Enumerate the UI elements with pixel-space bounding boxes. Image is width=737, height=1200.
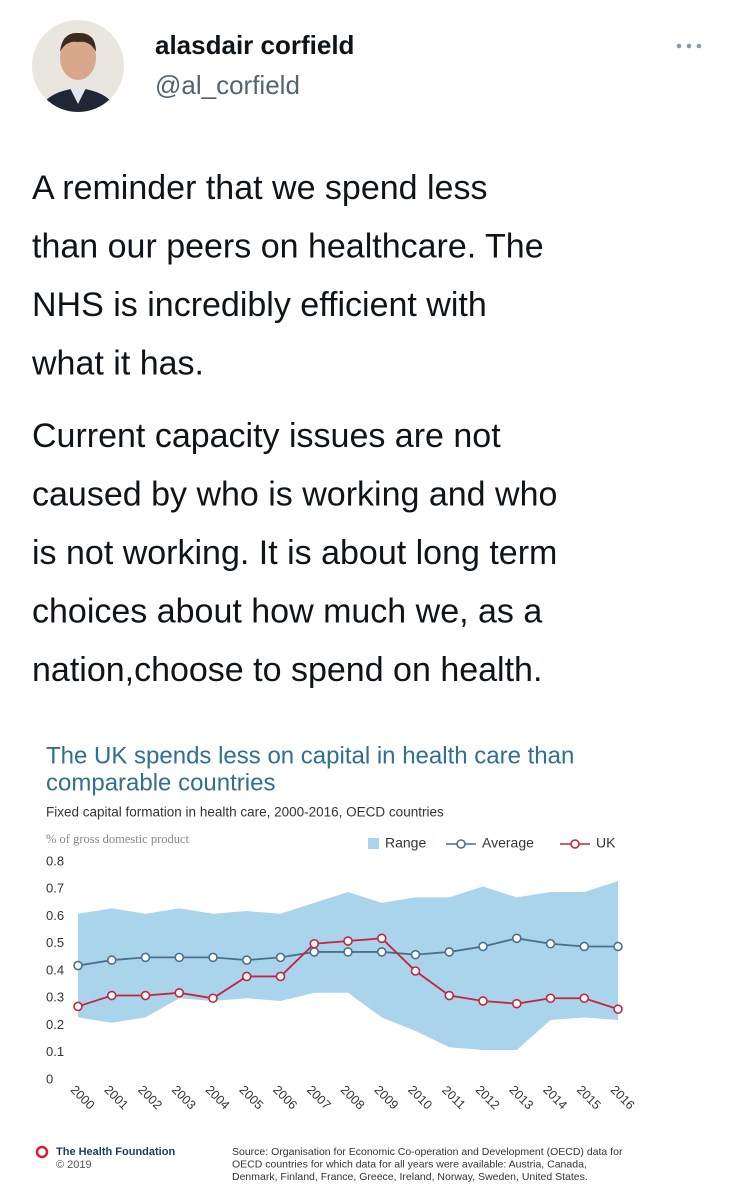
point xyxy=(410,966,421,976)
point xyxy=(241,971,252,982)
tweet-line: A reminder that we spend less xyxy=(32,169,487,207)
copyright: © 2019 xyxy=(56,1159,92,1171)
point xyxy=(73,960,83,971)
source-line: Source: Organisation for Economic Co-ope… xyxy=(232,1146,623,1158)
point xyxy=(613,1004,623,1014)
x-tick-label: 2013 xyxy=(506,1083,536,1113)
x-tick-label: 2011 xyxy=(439,1083,468,1112)
user-handle[interactable]: @al_corfield xyxy=(155,70,300,100)
tweet-line: what it has. xyxy=(31,344,204,382)
legend-marker xyxy=(570,839,580,849)
x-tick-label: 2010 xyxy=(405,1083,435,1113)
avatar[interactable] xyxy=(30,18,126,116)
point xyxy=(444,990,455,1001)
point xyxy=(140,952,151,963)
x-tick-label: 2001 xyxy=(101,1083,131,1113)
tweet-line: nation,choose to spend on health. xyxy=(32,651,542,689)
point xyxy=(343,936,353,946)
point xyxy=(511,998,522,1009)
x-tick-label: 2007 xyxy=(304,1083,334,1113)
point xyxy=(376,933,387,944)
point xyxy=(275,952,286,963)
point xyxy=(579,941,590,952)
y-tick-label: 0.7 xyxy=(46,881,64,896)
point xyxy=(511,933,522,944)
y-tick-label: 0 xyxy=(46,1071,53,1086)
tweet-line: Current capacity issues are not xyxy=(32,417,501,455)
point xyxy=(106,955,117,965)
x-tick-label: 2015 xyxy=(574,1083,604,1113)
brand-icon xyxy=(35,1145,49,1159)
x-tick-label: 2009 xyxy=(371,1083,401,1113)
chart-subtitle: Fixed capital formation in health care, … xyxy=(46,805,444,820)
x-tick-label: 2016 xyxy=(608,1083,638,1113)
legend-label: UK xyxy=(596,835,616,851)
point xyxy=(106,990,117,1001)
source-line: OECD countries for which data for all ye… xyxy=(232,1158,587,1170)
point xyxy=(275,971,286,982)
x-tick-label: 2014 xyxy=(540,1083,570,1113)
point xyxy=(309,947,320,957)
y-tick-label: 0.4 xyxy=(46,962,64,977)
tweet-line: choices about how much we, as a xyxy=(32,592,542,630)
point xyxy=(444,947,455,957)
y-axis-label: % of gross domestic product xyxy=(46,832,190,846)
point xyxy=(174,952,185,963)
point xyxy=(73,1001,83,1012)
x-tick-label: 2006 xyxy=(270,1083,300,1113)
legend-swatch xyxy=(368,838,379,849)
y-tick-label: 0.2 xyxy=(46,1017,64,1032)
point xyxy=(410,949,421,960)
tweet-line: caused by who is working and who xyxy=(32,475,557,513)
point xyxy=(309,938,320,949)
tweet-line: is not working. It is about long term xyxy=(32,534,557,572)
x-tick-label: 2004 xyxy=(203,1083,233,1113)
point xyxy=(174,987,185,998)
chart-title: The UK spends less on capital in health … xyxy=(46,742,574,769)
y-tick-label: 0.3 xyxy=(46,990,64,1005)
legend-marker xyxy=(456,839,466,849)
point xyxy=(579,993,590,1004)
point xyxy=(140,990,151,1001)
point xyxy=(376,947,387,957)
point xyxy=(343,947,353,957)
user-name[interactable]: alasdair corfield xyxy=(155,30,354,60)
point xyxy=(478,941,488,952)
x-tick-label: 2000 xyxy=(68,1083,98,1113)
x-tick-label: 2002 xyxy=(135,1083,165,1113)
more-menu[interactable] xyxy=(676,43,702,49)
point xyxy=(545,938,556,949)
source-line: Denmark, Finland, France, Greece, Irelan… xyxy=(232,1171,588,1183)
y-tick-label: 0.1 xyxy=(46,1044,64,1059)
tweet-line: than our peers on healthcare. The xyxy=(32,227,544,265)
point xyxy=(613,941,623,952)
legend-label: Average xyxy=(482,835,534,851)
tweet-line: NHS is incredibly efficient with xyxy=(32,286,487,324)
chart-title: comparable countries xyxy=(46,769,275,796)
x-tick-label: 2012 xyxy=(473,1083,503,1113)
x-tick-label: 2008 xyxy=(338,1083,368,1113)
point xyxy=(208,993,218,1004)
point xyxy=(208,952,218,963)
point xyxy=(478,996,488,1006)
x-tick-label: 2005 xyxy=(236,1083,266,1113)
point xyxy=(241,955,252,965)
legend-label: Range xyxy=(385,835,426,851)
x-tick-label: 2003 xyxy=(169,1083,199,1113)
point xyxy=(545,993,556,1004)
y-tick-label: 0.6 xyxy=(46,908,64,923)
brand: The Health Foundation xyxy=(56,1146,175,1158)
range-area xyxy=(78,881,618,1051)
y-tick-label: 0.8 xyxy=(46,853,64,868)
y-tick-label: 0.5 xyxy=(46,935,64,950)
